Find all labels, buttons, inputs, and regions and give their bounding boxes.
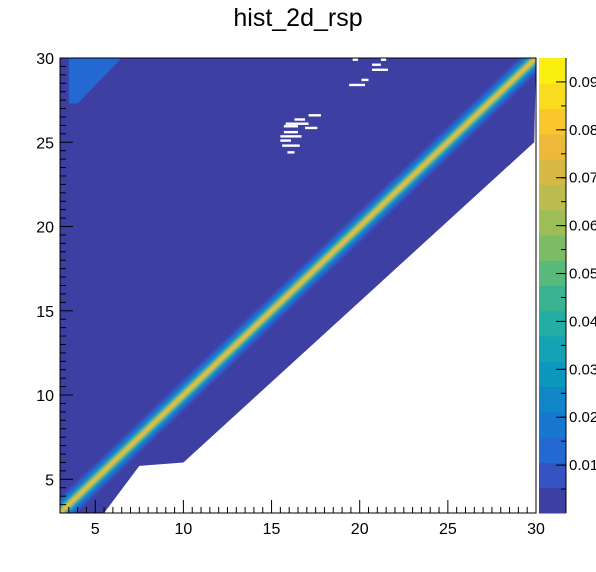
colorbar: 0.01 0.02 0.03 0.04 0.05 0.06 0.07 0.08 0.09 bbox=[539, 58, 596, 514]
y-tick-label: 10 bbox=[36, 388, 54, 405]
colorbar-tick-label: 0.03 bbox=[569, 361, 596, 378]
colorbar-swatch bbox=[539, 234, 566, 261]
x-tick-label: 15 bbox=[263, 521, 281, 538]
colorbar-tick-label: 0.06 bbox=[569, 218, 596, 235]
colorbar-tick-label: 0.08 bbox=[569, 122, 596, 139]
empty-bin bbox=[283, 130, 298, 134]
empty-bin bbox=[372, 63, 381, 66]
empty-bin bbox=[372, 68, 388, 71]
empty-bin bbox=[280, 135, 302, 138]
ridge-band bbox=[60, 58, 536, 513]
colorbar-tick-label: 0.02 bbox=[569, 409, 596, 426]
colorbar-swatch bbox=[539, 83, 566, 110]
colorbar-swatch bbox=[539, 133, 566, 160]
empty-bin bbox=[294, 118, 306, 121]
x-tick-label: 5 bbox=[91, 521, 100, 538]
colorbar-swatch bbox=[539, 285, 566, 312]
colorbar-swatch bbox=[539, 361, 566, 388]
empty-bin bbox=[280, 139, 291, 142]
colorbar-swatch bbox=[539, 386, 566, 413]
plot-area bbox=[60, 58, 536, 513]
y-tick-label: 5 bbox=[45, 472, 54, 489]
colorbar-swatch bbox=[539, 108, 566, 135]
colorbar-swatch bbox=[539, 411, 566, 438]
x-tick-label: 10 bbox=[175, 521, 193, 538]
empty-bin bbox=[285, 122, 309, 125]
colorbar-swatch bbox=[539, 487, 566, 514]
colorbar-swatch bbox=[539, 310, 566, 337]
y-tick-label: 20 bbox=[36, 220, 54, 237]
colorbar-tick-label: 0.07 bbox=[569, 170, 596, 187]
colorbar-tick-label: 0.05 bbox=[569, 266, 596, 283]
empty-bin bbox=[282, 144, 300, 147]
x-tick-label: 25 bbox=[439, 521, 457, 538]
colorbar-swatch bbox=[539, 58, 566, 84]
colorbar-tick-label: 0.04 bbox=[569, 313, 596, 330]
colorbar-swatch bbox=[539, 184, 566, 211]
colorbar-tick-label: 0.01 bbox=[569, 457, 596, 474]
colorbar-swatch bbox=[539, 159, 566, 185]
empty-bin bbox=[283, 125, 298, 128]
empty-bin bbox=[287, 151, 295, 154]
y-tick-label: 30 bbox=[36, 51, 54, 68]
empty-bin bbox=[361, 78, 369, 82]
empty-bin bbox=[349, 83, 365, 87]
empty-bin bbox=[352, 58, 358, 61]
empty-bin bbox=[308, 114, 321, 117]
ridge bbox=[60, 58, 536, 513]
x-tick-label: 30 bbox=[527, 521, 545, 538]
colorbar-tick-label: 0.09 bbox=[569, 74, 596, 91]
x-tick-label: 20 bbox=[351, 521, 369, 538]
colorbar-swatch bbox=[539, 336, 566, 362]
y-tick-label: 25 bbox=[36, 135, 54, 152]
colorbar-swatch bbox=[539, 462, 566, 489]
chart-title: hist_2d_rsp bbox=[233, 4, 363, 32]
y-tick-label: 15 bbox=[36, 304, 54, 321]
upper-left-patch bbox=[68, 58, 122, 104]
colorbar-swatch bbox=[539, 209, 566, 236]
empty-bin bbox=[380, 58, 387, 61]
axes: 5 10 15 20 25 30 5 10 15 20 25 30 bbox=[36, 51, 545, 538]
empty-bin bbox=[305, 126, 318, 130]
